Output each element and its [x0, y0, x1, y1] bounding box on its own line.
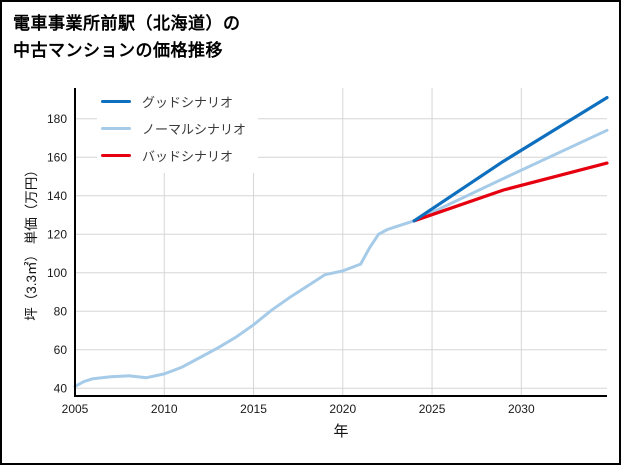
chart-title: 電車事業所前駅（北海道）の 中古マンションの価格推移	[13, 10, 241, 64]
legend-label: グッドシナリオ	[142, 95, 234, 110]
svg-text:140: 140	[47, 189, 67, 203]
legend-item-good-scenario: グッドシナリオ	[101, 88, 246, 115]
normal-scenario-line-swatch	[101, 126, 131, 131]
y-axis-label: 坪（3.3㎡） 単価（万円）	[24, 163, 39, 321]
svg-text:2015: 2015	[240, 402, 267, 416]
svg-text:2005: 2005	[62, 402, 89, 416]
svg-text:60: 60	[54, 343, 68, 357]
chart-legend: グッドシナリオ ノーマルシナリオ バッドシナリオ	[97, 84, 259, 173]
good-scenario-line-swatch	[101, 99, 131, 104]
svg-text:2030: 2030	[508, 402, 535, 416]
svg-text:80: 80	[54, 304, 68, 318]
svg-text:100: 100	[47, 266, 67, 280]
svg-text:180: 180	[47, 112, 67, 126]
legend-label: ノーマルシナリオ	[142, 122, 247, 137]
svg-text:160: 160	[47, 150, 67, 164]
svg-text:2020: 2020	[329, 402, 356, 416]
svg-text:120: 120	[47, 227, 67, 241]
x-axis-label: 年	[333, 423, 349, 440]
legend-item-normal-scenario: ノーマルシナリオ	[101, 115, 246, 142]
legend-item-bad-scenario: バッドシナリオ	[101, 142, 246, 169]
chart-title-line2: 中古マンションの価格推移	[13, 41, 223, 60]
svg-text:2010: 2010	[151, 402, 178, 416]
bad-scenario-line-swatch	[101, 153, 131, 158]
legend-label: バッドシナリオ	[142, 149, 234, 164]
chart-title-line1: 電車事業所前駅（北海道）の	[13, 14, 241, 33]
svg-text:2025: 2025	[419, 402, 446, 416]
svg-text:40: 40	[54, 381, 68, 395]
